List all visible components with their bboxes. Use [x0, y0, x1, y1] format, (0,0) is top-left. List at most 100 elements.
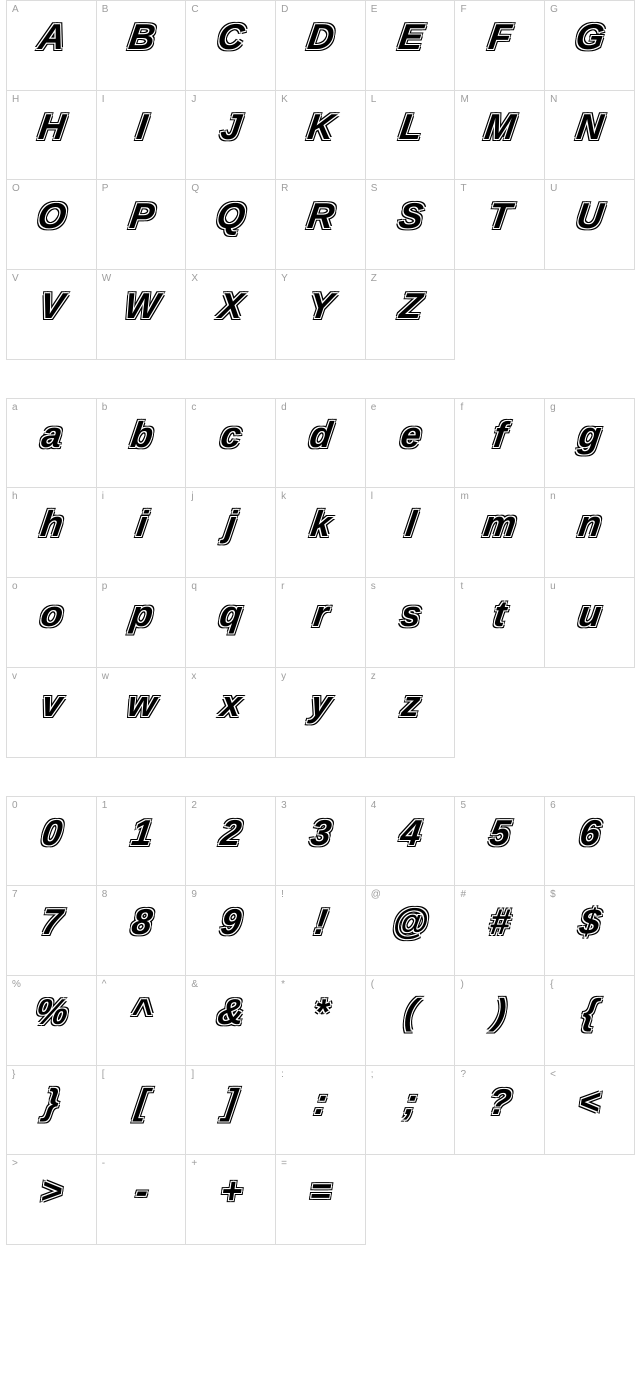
glyph-cell[interactable]: oo — [7, 578, 97, 668]
cell-label: % — [12, 979, 21, 990]
glyph-cell[interactable]: ## — [455, 886, 545, 976]
glyph-cell[interactable]: BB — [97, 1, 187, 91]
cell-label: A — [12, 4, 19, 15]
glyph-cell[interactable]: [[ — [97, 1066, 187, 1156]
glyph-cell[interactable]: 55 — [455, 797, 545, 887]
glyph-cell[interactable]: }} — [7, 1066, 97, 1156]
glyph-cell[interactable]: %% — [7, 976, 97, 1066]
glyph-cell[interactable]: GG — [545, 1, 635, 91]
glyph-wrap: h — [7, 502, 96, 577]
glyph-cell[interactable]: qq — [186, 578, 276, 668]
glyph-cell[interactable]: ww — [97, 668, 187, 758]
glyph-cell[interactable]: 66 — [545, 797, 635, 887]
glyph-character: K — [305, 109, 335, 145]
glyph-cell[interactable]: QQ — [186, 180, 276, 270]
glyph-cell[interactable]: HH — [7, 91, 97, 181]
glyph-cell[interactable]: !! — [276, 886, 366, 976]
glyph-cell[interactable]: zz — [366, 668, 456, 758]
glyph-cell[interactable]: ff — [455, 399, 545, 489]
glyph-cell[interactable]: cc — [186, 399, 276, 489]
glyph-cell[interactable]: YY — [276, 270, 366, 360]
glyph-cell[interactable]: (( — [366, 976, 456, 1066]
glyph-cell[interactable]: 00 — [7, 797, 97, 887]
glyph-cell[interactable]: gg — [545, 399, 635, 489]
cell-label: t — [460, 581, 463, 592]
glyph-cell[interactable]: xx — [186, 668, 276, 758]
glyph-cell[interactable]: 99 — [186, 886, 276, 976]
glyph-cell[interactable]: UU — [545, 180, 635, 270]
glyph-cell[interactable]: ++ — [186, 1155, 276, 1245]
glyph-cell[interactable]: uu — [545, 578, 635, 668]
glyph-cell[interactable]: ll — [366, 488, 456, 578]
glyph-wrap: 2 — [186, 811, 275, 886]
glyph-cell[interactable]: SS — [366, 180, 456, 270]
glyph-cell[interactable]: NN — [545, 91, 635, 181]
glyph-cell[interactable]: ss — [366, 578, 456, 668]
glyph-cell[interactable]: PP — [97, 180, 187, 270]
glyph-cell[interactable]: nn — [545, 488, 635, 578]
glyph-cell[interactable]: 33 — [276, 797, 366, 887]
glyph-cell[interactable]: OO — [7, 180, 97, 270]
glyph-cell[interactable]: pp — [97, 578, 187, 668]
cell-label: X — [191, 273, 198, 284]
glyph-cell[interactable]: AA — [7, 1, 97, 91]
glyph-cell[interactable]: RR — [276, 180, 366, 270]
glyph-cell[interactable]: ]] — [186, 1066, 276, 1156]
glyph-cell[interactable]: )) — [455, 976, 545, 1066]
glyph-cell[interactable]: DD — [276, 1, 366, 91]
glyph-cell[interactable]: hh — [7, 488, 97, 578]
glyph-cell[interactable]: JJ — [186, 91, 276, 181]
glyph-character: - — [133, 1173, 149, 1209]
glyph-cell[interactable]: 11 — [97, 797, 187, 887]
glyph-cell[interactable]: aa — [7, 399, 97, 489]
glyph-cell[interactable]: VV — [7, 270, 97, 360]
glyph-cell[interactable]: && — [186, 976, 276, 1066]
cell-label: 1 — [102, 800, 108, 811]
glyph-character: 3 — [308, 815, 332, 851]
glyph-cell[interactable]: ZZ — [366, 270, 456, 360]
glyph-cell[interactable]: 22 — [186, 797, 276, 887]
glyph-cell[interactable]: MM — [455, 91, 545, 181]
glyph-cell[interactable]: @@ — [366, 886, 456, 976]
glyph-cell[interactable]: :: — [276, 1066, 366, 1156]
glyph-cell[interactable]: ee — [366, 399, 456, 489]
glyph-wrap: - — [97, 1169, 186, 1244]
glyph-cell[interactable]: ^^ — [97, 976, 187, 1066]
glyph-cell[interactable]: $$ — [545, 886, 635, 976]
glyph-cell[interactable]: XX — [186, 270, 276, 360]
glyph-cell[interactable]: ii — [97, 488, 187, 578]
glyph-cell[interactable]: 44 — [366, 797, 456, 887]
glyph-cell[interactable]: LL — [366, 91, 456, 181]
glyph-cell[interactable]: jj — [186, 488, 276, 578]
glyph-character: y — [308, 686, 332, 722]
glyph-cell[interactable]: EE — [366, 1, 456, 91]
glyph-cell[interactable]: ?? — [455, 1066, 545, 1156]
glyph-cell[interactable]: << — [545, 1066, 635, 1156]
glyph-wrap: c — [186, 413, 275, 488]
glyph-cell[interactable]: kk — [276, 488, 366, 578]
glyph-cell[interactable]: KK — [276, 91, 366, 181]
glyph-cell[interactable]: 77 — [7, 886, 97, 976]
glyph-cell[interactable]: {{ — [545, 976, 635, 1066]
glyph-cell[interactable]: dd — [276, 399, 366, 489]
glyph-cell[interactable]: vv — [7, 668, 97, 758]
glyph-cell[interactable]: bb — [97, 399, 187, 489]
glyph-cell[interactable]: 88 — [97, 886, 187, 976]
glyph-wrap: = — [276, 1169, 365, 1244]
glyph-cell[interactable]: tt — [455, 578, 545, 668]
glyph-cell[interactable]: ;; — [366, 1066, 456, 1156]
glyph-cell[interactable]: mm — [455, 488, 545, 578]
glyph-cell[interactable]: yy — [276, 668, 366, 758]
glyph-cell[interactable]: TT — [455, 180, 545, 270]
glyph-cell[interactable]: ** — [276, 976, 366, 1066]
glyph-cell[interactable]: II — [97, 91, 187, 181]
glyph-cell[interactable]: rr — [276, 578, 366, 668]
glyph-cell[interactable]: >> — [7, 1155, 97, 1245]
glyph-cell[interactable]: == — [276, 1155, 366, 1245]
glyph-wrap: Z — [366, 284, 455, 359]
cell-label: Z — [371, 273, 377, 284]
glyph-cell[interactable]: WW — [97, 270, 187, 360]
glyph-cell[interactable]: CC — [186, 1, 276, 91]
glyph-cell[interactable]: FF — [455, 1, 545, 91]
glyph-cell[interactable]: -- — [97, 1155, 187, 1245]
